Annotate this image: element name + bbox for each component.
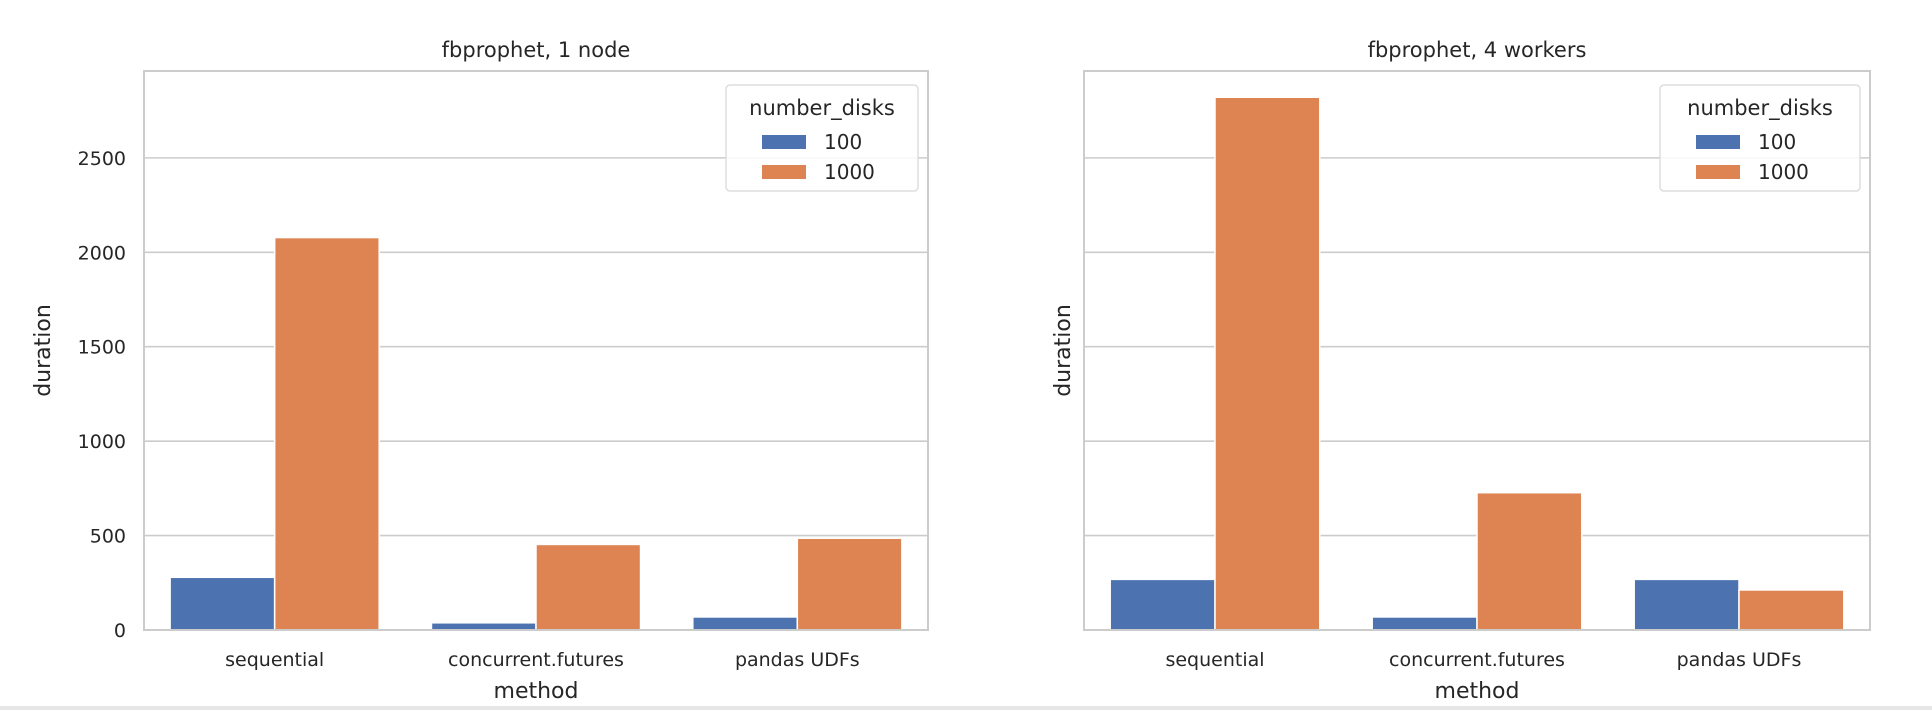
bar-1000 bbox=[273, 236, 380, 631]
y-tick-label: 2500 bbox=[78, 148, 126, 170]
y-tick-label: 500 bbox=[90, 526, 126, 548]
legend-title: number_disks bbox=[1687, 96, 1833, 121]
bar-100 bbox=[1633, 578, 1740, 631]
bottom-divider bbox=[0, 706, 1932, 710]
bar-100 bbox=[1371, 616, 1478, 631]
bar-1000 bbox=[1738, 589, 1845, 631]
x-tick-label: pandas UDFs bbox=[735, 649, 860, 671]
bar-100 bbox=[169, 576, 276, 631]
legend: number_disks 100 1000 bbox=[725, 84, 919, 192]
legend-box bbox=[1659, 84, 1861, 192]
legend-swatch bbox=[762, 165, 806, 179]
bar-100 bbox=[692, 616, 799, 631]
bar-1000 bbox=[1214, 96, 1321, 631]
y-tick-label: 0 bbox=[114, 620, 126, 642]
x-tick-label: pandas UDFs bbox=[1677, 649, 1802, 671]
y-tick-label: 1500 bbox=[78, 337, 126, 359]
legend-swatch bbox=[762, 135, 806, 149]
legend-label: 1000 bbox=[824, 160, 875, 184]
axes-frame bbox=[1083, 70, 1871, 631]
bar-100 bbox=[1109, 578, 1216, 631]
bar-100 bbox=[430, 622, 537, 631]
y-tick-label: 1000 bbox=[78, 431, 126, 453]
bar-1000 bbox=[796, 537, 903, 631]
legend-title: number_disks bbox=[749, 96, 895, 121]
subplot-1: 0 500 1000 1500 2000 2500 sequential concurrent… bbox=[31, 38, 929, 704]
bar-1000 bbox=[1476, 491, 1583, 631]
legend-swatch bbox=[1696, 135, 1740, 149]
legend-label: 100 bbox=[824, 130, 862, 154]
legend-label: 1000 bbox=[1758, 160, 1809, 184]
legend-swatch bbox=[1696, 165, 1740, 179]
chart-title: fbprophet, 4 workers bbox=[1368, 38, 1587, 62]
x-axis-label: method bbox=[494, 679, 579, 704]
y-tick-label: 2000 bbox=[78, 242, 126, 264]
legend: number_disks 100 1000 bbox=[1659, 84, 1861, 192]
x-tick-label: sequential bbox=[225, 649, 324, 671]
x-tick-label: concurrent.futures bbox=[448, 649, 624, 671]
x-axis-label: method bbox=[1435, 679, 1520, 704]
bar-1000 bbox=[535, 543, 642, 631]
x-tick-label: sequential bbox=[1165, 649, 1264, 671]
subplot-2: sequential concurrent.futures pandas UDFs f… bbox=[1051, 38, 1871, 704]
chart-title: fbprophet, 1 node bbox=[442, 38, 631, 62]
x-tick-label: concurrent.futures bbox=[1389, 649, 1565, 671]
y-axis-label: duration bbox=[1051, 304, 1076, 397]
y-axis-label: duration bbox=[31, 304, 56, 397]
axes-frame bbox=[143, 70, 929, 631]
legend-label: 100 bbox=[1758, 130, 1796, 154]
legend-box bbox=[725, 84, 919, 192]
